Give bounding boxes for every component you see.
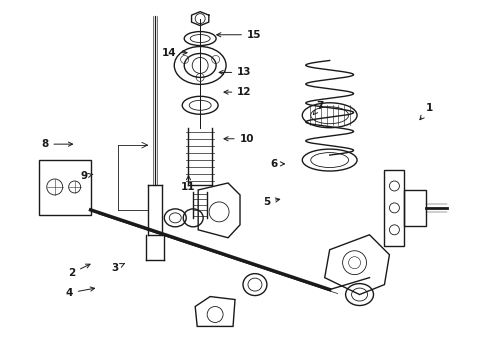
Text: 1: 1 [419, 103, 432, 120]
Text: 15: 15 [216, 30, 261, 40]
Text: 13: 13 [219, 67, 251, 77]
Text: 7: 7 [313, 102, 323, 115]
Bar [39, 160, 90, 215]
Bar [404, 190, 426, 226]
Text: 11: 11 [181, 176, 195, 192]
Text: 14: 14 [162, 48, 187, 58]
Text: 9: 9 [80, 171, 93, 181]
Text: 8: 8 [41, 139, 72, 149]
Text: 10: 10 [224, 134, 254, 144]
Text: 2: 2 [68, 264, 90, 278]
Text: 12: 12 [224, 87, 251, 97]
Text: 5: 5 [262, 197, 279, 207]
Text: 3: 3 [112, 263, 124, 273]
Text: 4: 4 [65, 287, 94, 298]
Text: 6: 6 [269, 159, 284, 169]
